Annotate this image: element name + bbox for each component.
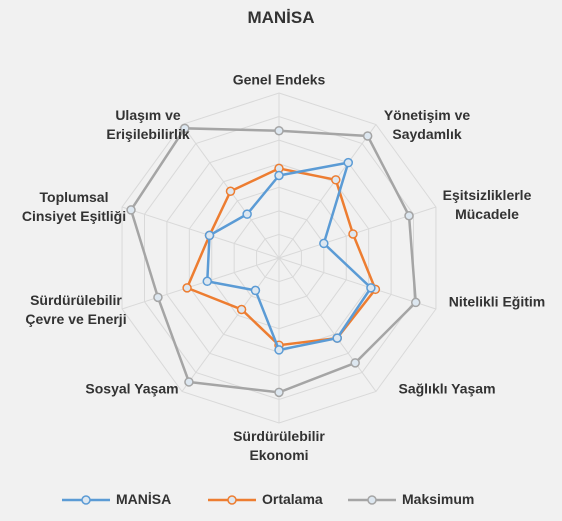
point <box>204 230 215 241</box>
spoke <box>181 257 280 392</box>
spoke <box>121 206 280 259</box>
point <box>410 297 421 308</box>
point <box>126 205 136 215</box>
axis-label: Sağlıklı Yaşam <box>398 380 496 397</box>
point <box>242 209 252 219</box>
axis-label: Eşitsizliklerle Mücadele <box>442 187 532 222</box>
point <box>225 186 236 197</box>
legend-label: MANİSA <box>116 491 172 507</box>
point <box>319 238 329 249</box>
point <box>274 170 284 181</box>
axis-label: Ulaşım ve Erişilebilirlik <box>106 107 190 142</box>
point <box>274 387 284 398</box>
point <box>348 229 358 239</box>
axis-label: Sürdürülebilir Çevre ve Enerji <box>25 292 127 327</box>
axis-label: Yönetişim ve Saydamlık <box>383 107 471 142</box>
point <box>362 131 373 141</box>
point <box>182 283 192 293</box>
chart-title: MANİSA <box>247 8 315 27</box>
spoke <box>121 257 280 310</box>
point <box>202 276 213 287</box>
point <box>184 377 194 387</box>
axis-label: Toplumsal Cinsiyet Eşitliği <box>21 189 127 224</box>
point <box>274 125 284 136</box>
spoke <box>278 257 377 392</box>
point <box>404 211 414 221</box>
point <box>331 175 341 185</box>
spoke <box>278 257 437 310</box>
spoke <box>278 124 377 259</box>
point <box>274 345 284 355</box>
point <box>366 283 376 293</box>
point <box>180 123 190 134</box>
point <box>343 157 354 168</box>
point <box>250 285 261 296</box>
axis-label: Sosyal Yaşam <box>85 380 179 397</box>
legend-label: Ortalama <box>262 491 323 507</box>
point <box>350 358 360 368</box>
legend-marker <box>81 495 91 505</box>
axis-label: Nitelikli Eğitim <box>448 293 546 310</box>
axis-label: Genel Endeks <box>232 71 326 88</box>
point <box>236 304 247 315</box>
point <box>332 333 342 343</box>
legend-label: Maksimum <box>402 491 475 507</box>
axis-label: Sürdürülebilir Ekonomi <box>233 428 325 463</box>
point <box>153 292 163 303</box>
legend-marker <box>367 495 377 505</box>
legend-marker <box>227 495 237 505</box>
